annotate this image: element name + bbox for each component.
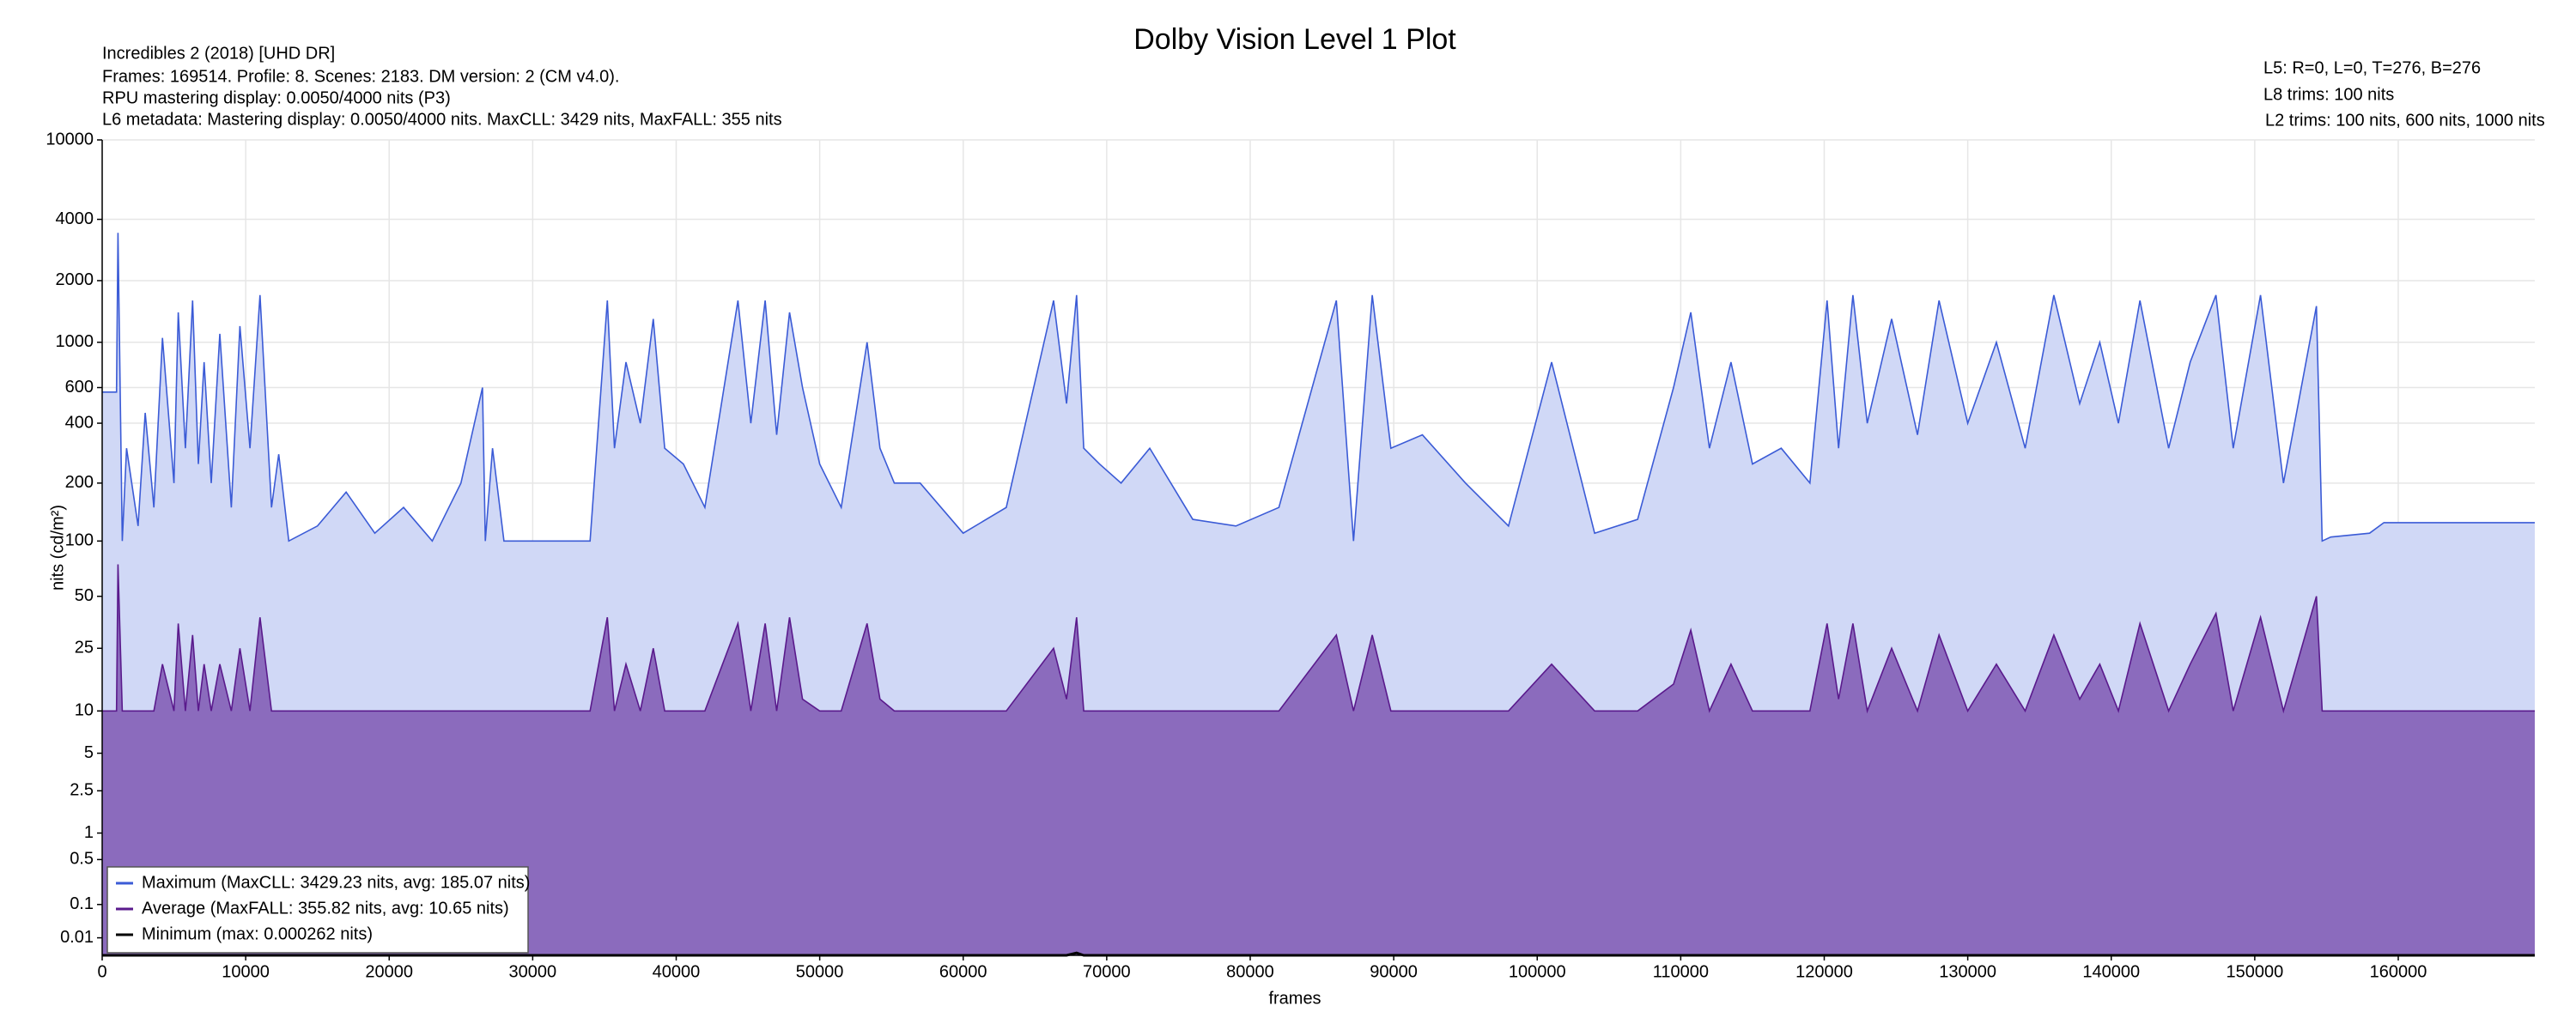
x-tick-label: 160000 [2370,962,2427,981]
series-area [102,564,2535,955]
y-tick-label: 0.5 [70,850,94,869]
y-tick-label: 50 [75,586,94,605]
x-tick-label: 90000 [1370,962,1418,981]
axes: 0.01 0.1 0.5 1 2.5 5 10 25 50 100 200 400 600 1000 200… [46,130,2535,981]
legend-label: Minimum (max: 0.000262 nits) [142,924,373,943]
y-tick-label: 400 [65,413,94,432]
legend: Maximum (MaxCLL: 3429.23 nits, avg: 185.… [106,866,530,954]
series-line [102,564,2535,714]
subtitle: Incredibles 2 (2018) [UHD DR] [102,44,335,63]
y-axis-label: nits (cd/m²) [48,505,67,591]
legend-label: Maximum (MaxCLL: 3429.23 nits, avg: 185.… [142,873,530,892]
y-tick-label: 4000 [56,209,94,228]
y-tick-label: 1 [84,823,94,842]
x-tick-label: 150000 [2226,962,2283,981]
x-tick-label: 40000 [653,962,701,981]
x-tick-label: 50000 [796,962,844,981]
y-tick-label: 0.01 [60,928,94,947]
x-tick-label: 130000 [1939,962,1996,981]
x-tick-label: 10000 [222,962,270,981]
y-tick-label: 100 [65,531,94,550]
y-tick-label: 25 [75,639,94,657]
y-tick-label: 0.1 [70,894,94,913]
subtitle: L6 metadata: Mastering display: 0.0050/4… [102,110,782,129]
x-axis-label: frames [1268,989,1321,1008]
series-line [102,233,2535,542]
x-tick-label: 20000 [365,962,413,981]
x-tick-label: 80000 [1226,962,1274,981]
legend-box [106,866,529,954]
y-tick-label: 5 [84,743,94,762]
subtitle: Frames: 169514. Profile: 8. Scenes: 2183… [102,67,619,86]
x-tick-label: 60000 [939,962,987,981]
chart-title: Dolby Vision Level 1 Plot [1133,23,1456,56]
y-tick-label: 10000 [46,130,94,148]
x-tick-label: 140000 [2082,962,2140,981]
y-tick-label: 2.5 [70,781,94,800]
legend-label: Average (MaxFALL: 355.82 nits, avg: 10.6… [142,899,509,918]
annotation: L8 trims: 100 nits [2263,85,2394,104]
x-tick-label: 30000 [509,962,557,981]
x-tick-label: 110000 [1653,962,1709,981]
y-tick-label: 200 [65,473,94,492]
subtitle: RPU mastering display: 0.0050/4000 nits … [102,88,451,107]
x-tick-label: 100000 [1509,962,1566,981]
y-tick-label: 600 [65,378,94,397]
y-tick-label: 10 [75,701,94,720]
x-tick-label: 0 [97,962,106,981]
y-tick-label: 1000 [56,332,94,351]
y-tick-label: 2000 [56,270,94,289]
x-tick-label: 120000 [1795,962,1853,981]
x-tick-label: 70000 [1083,962,1131,981]
annotation: L5: R=0, L=0, T=276, B=276 [2263,58,2481,77]
annotation: L2 trims: 100 nits, 600 nits, 1000 nits [2265,111,2545,130]
